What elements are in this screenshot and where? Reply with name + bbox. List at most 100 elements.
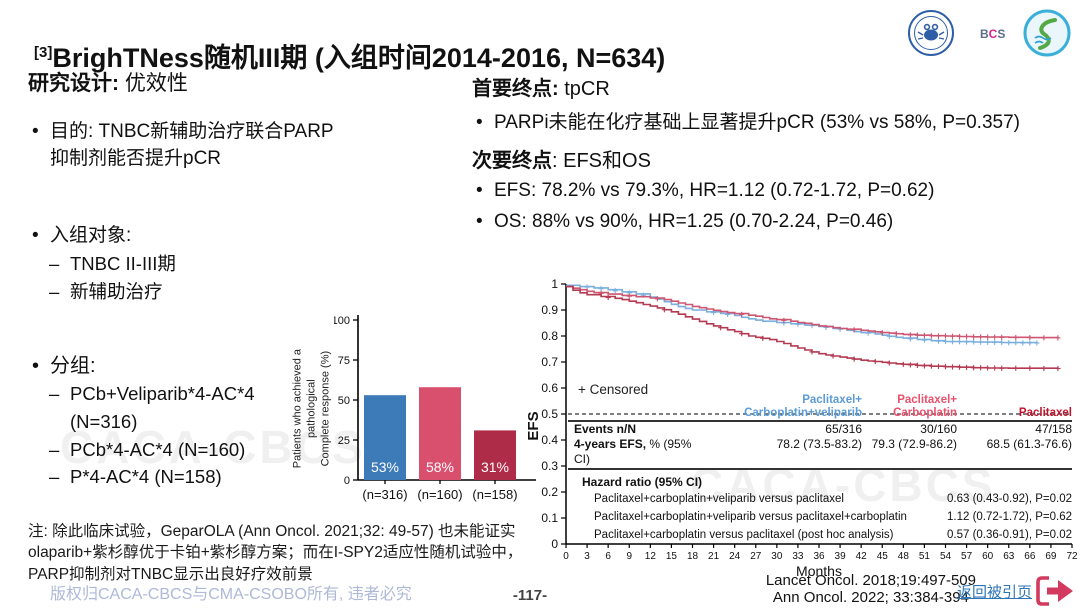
svg-text:9: 9 [626, 551, 632, 562]
caca-logo [906, 8, 956, 58]
svg-text:0.1: 0.1 [541, 511, 558, 525]
groups-bullet: 分组: [28, 352, 346, 381]
efs-row: 4-years EFS, % (95% CI) 78.2 (73.5-83.2)… [574, 437, 1072, 467]
svg-text:0.3: 0.3 [541, 459, 558, 473]
svg-text:(n=316): (n=316) [362, 487, 407, 502]
svg-text:18: 18 [687, 551, 699, 562]
group-item: PCb+Veliparib*4-AC*4 (N=316) [28, 380, 346, 436]
enrollment-item: TNBC II-III期 [28, 250, 346, 278]
enrollment-item: 新辅助治疗 [28, 278, 346, 306]
svg-text:45: 45 [877, 551, 889, 562]
svg-text:24: 24 [729, 551, 741, 562]
secondary-endpoint-heading: 次要终点: EFS和OS [472, 150, 651, 173]
svg-text:0.2: 0.2 [541, 485, 558, 499]
hazard-ratio-row: Paclitaxel+carboplatin versus paclitaxel… [594, 529, 1072, 542]
svg-text:48: 48 [898, 551, 910, 562]
efs-bullet: EFS: 78.2% vs 79.3%, HR=1.12 (0.72-1.72,… [472, 176, 1072, 207]
study-design-heading: 研究设计: 优效性 [28, 72, 188, 95]
svg-text:50: 50 [338, 395, 350, 407]
back-to-cited-page-link[interactable]: 返回被引页 [956, 584, 1032, 601]
svg-text:39: 39 [835, 551, 847, 562]
citation-superscript: [3] [34, 44, 53, 62]
svg-text:15: 15 [666, 551, 678, 562]
svg-text:0: 0 [344, 475, 350, 487]
svg-text:0.7: 0.7 [541, 355, 558, 369]
svg-text:(n=160): (n=160) [417, 487, 462, 502]
svg-text:53%: 53% [371, 459, 399, 475]
km-plot: 00.10.20.30.40.50.60.70.80.910 3 6 9 12 15 18 2… [525, 277, 1078, 579]
svg-text:0.9: 0.9 [541, 303, 558, 317]
svg-text:58%: 58% [426, 459, 454, 475]
svg-text:54: 54 [940, 551, 952, 562]
svg-text:1: 1 [551, 277, 558, 291]
svg-text:27: 27 [750, 551, 762, 562]
svg-text:0: 0 [563, 551, 569, 562]
km-table-header: Paclitaxel+ Carboplatin+veliparib Paclit… [568, 394, 1072, 423]
hazard-ratio-row: Paclitaxel+carboplatin+veliparib versus … [594, 493, 1072, 506]
col-header-carboplatin: Paclitaxel+ Carboplatin [893, 394, 957, 419]
svg-text:+ Censored: + Censored [578, 382, 648, 397]
col-header-paclitaxel: Paclitaxel [1018, 406, 1072, 419]
bar-chart-plot: 0 25 50 75 100 53% (n=316) 58% (n=160) 31% (n=158) [334, 315, 536, 502]
bcs-logo: BCS [964, 8, 1014, 58]
col-header-veliparib: Paclitaxel+ Carboplatin+veliparib [744, 394, 862, 419]
svg-text:36: 36 [813, 551, 825, 562]
hazard-ratio-heading: Hazard ratio (95% CI) [582, 475, 703, 490]
page-title: [3]BrighTNess随机III期 (入组时间2014-2016, N=63… [34, 36, 665, 75]
svg-text:69: 69 [1045, 551, 1057, 562]
svg-text:Months: Months [796, 563, 842, 579]
bar-chart-ylabel: Patients who achieved a pathological Com… [291, 349, 331, 469]
svg-text:72: 72 [1066, 551, 1078, 562]
copyright-text: 版权归CACA-CBCS与CMA-CSOBO所有, 违者必究 [50, 586, 412, 603]
enrollment-bullet: 入组对象: [28, 223, 346, 250]
group-item: PCb*4-AC*4 (N=160) [28, 436, 346, 464]
hazard-ratio-row: Paclitaxel+carboplatin+veliparib versus … [594, 511, 1072, 524]
svg-text:100: 100 [334, 315, 350, 327]
svg-text:57: 57 [961, 551, 973, 562]
svg-text:EFS: EFS [525, 411, 542, 440]
svg-text:0: 0 [551, 537, 558, 551]
return-arrow-icon[interactable] [1034, 575, 1074, 607]
svg-text:0.6: 0.6 [541, 381, 558, 395]
svg-text:63: 63 [1003, 551, 1015, 562]
svg-text:75: 75 [338, 355, 350, 367]
group-item: P*4-AC*4 (N=158) [28, 463, 346, 491]
purpose-bullet: 目的: TNBC新辅助治疗联合PARP抑制剂能否提升pCR [28, 119, 346, 173]
svg-text:(n=158): (n=158) [472, 487, 517, 502]
primary-endpoint-heading: 首要终点: tpCR [472, 78, 610, 100]
primary-endpoint-bullet: PARPi未能在化疗基础上显著提升pCR (53% vs 58%, P=0.35… [472, 108, 1072, 139]
page-number: -117- [512, 587, 548, 604]
svg-text:42: 42 [856, 551, 868, 562]
svg-text:0.5: 0.5 [541, 407, 558, 421]
svg-text:66: 66 [1024, 551, 1036, 562]
study-design-section: 研究设计: 优效性 目的: TNBC新辅助治疗联合PARP抑制剂能否提升pCR … [28, 70, 346, 491]
svg-text:0.4: 0.4 [541, 433, 558, 447]
os-bullet: OS: 88% vs 90%, HR=1.25 (0.70-2.24, P=0.… [472, 207, 1072, 238]
svg-text:33: 33 [792, 551, 804, 562]
efs-km-chart: 0 0.1 0.2 0.3 0.4 0.5 0.6 0.7 0.8 0.9 1 0 3 6 9 12 15 18 2… [524, 276, 1080, 590]
logo-row: BCS [906, 8, 1072, 58]
svg-text:BCS: BCS [980, 27, 1005, 41]
footnote: 注: 除此临床试验，GeparOLA (Ann Oncol. 2021;32: … [28, 523, 523, 583]
csobo-logo [1022, 8, 1072, 58]
reference-line: Ann Oncol. 2022; 33:384-394 [772, 589, 969, 607]
svg-text:51: 51 [919, 551, 931, 562]
svg-text:31%: 31% [481, 459, 509, 475]
svg-text:0.8: 0.8 [541, 329, 558, 343]
svg-text:30: 30 [771, 551, 783, 562]
svg-text:21: 21 [708, 551, 720, 562]
events-row: Events n/N 65/316 30/160 47/158 [574, 422, 1072, 437]
svg-text:12: 12 [645, 551, 657, 562]
title-text: BrighTNess随机III期 (入组时间2014-2016, N=634) [52, 43, 666, 74]
svg-text:60: 60 [982, 551, 994, 562]
km-results-table: Paclitaxel+ Carboplatin+veliparib Paclit… [568, 394, 1072, 544]
endpoints-section: 首要终点: tpCR PARPi未能在化疗基础上显著提升pCR (53% vs … [472, 76, 1072, 238]
svg-text:6: 6 [605, 551, 611, 562]
svg-text:25: 25 [338, 435, 350, 447]
references: Lancet Oncol. 2018;19:497-509 Ann Oncol.… [766, 573, 976, 607]
svg-text:3: 3 [584, 551, 590, 562]
table-divider [568, 468, 1072, 471]
reference-line: Lancet Oncol. 2018;19:497-509 [765, 572, 976, 590]
pcr-bar-chart: Patients who achieved a pathological Com… [288, 302, 538, 517]
